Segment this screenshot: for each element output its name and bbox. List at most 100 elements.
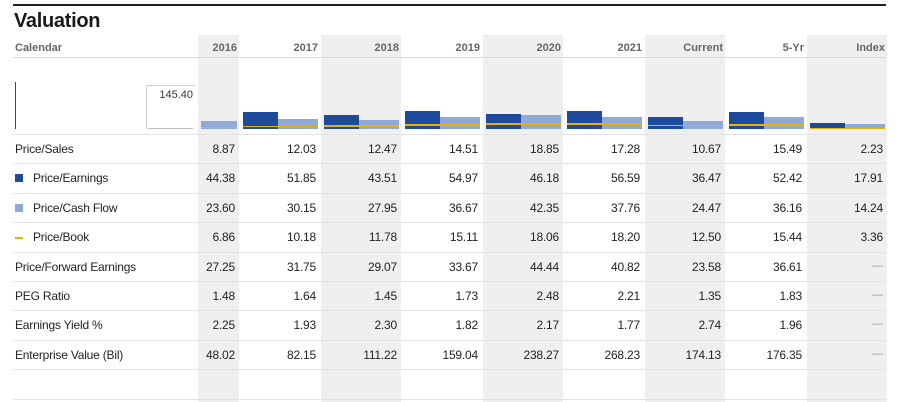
row-divider (13, 251, 886, 253)
column-shade (321, 35, 401, 402)
chart-axis-max: 145.40 (146, 85, 195, 129)
row-divider (13, 310, 886, 312)
table-cell: 17.28 (610, 142, 640, 156)
legend-swatch-pcf (15, 203, 23, 212)
table-cell: 111.22 (363, 347, 397, 362)
line-price-book (486, 123, 561, 125)
bar-price-earnings (405, 111, 440, 129)
table-cell: 6.86 (212, 230, 235, 245)
column-header: 2021 (617, 42, 642, 54)
table-cell: 56.59 (610, 171, 640, 186)
bar-price-cash-flow (845, 124, 885, 129)
column-shade (483, 35, 563, 402)
line-price-book (810, 127, 885, 130)
table-cell: 1.48 (212, 289, 235, 303)
bar-price-cash-flow (201, 121, 237, 129)
table-cell: 15.11 (449, 230, 478, 245)
table-cell: 1.82 (455, 318, 478, 333)
table-cell: 1.64 (293, 289, 316, 303)
row-label: PEG Ratio (15, 289, 70, 303)
table-cell: 44.44 (529, 259, 559, 274)
row-divider (13, 163, 886, 165)
table-cell: 43.51 (367, 171, 397, 186)
bar-price-earnings (243, 112, 278, 129)
table-cell: 24.47 (691, 200, 721, 215)
column-header: 5-Yr (782, 42, 804, 54)
bar-price-cash-flow (764, 117, 804, 129)
legend-swatch-pb (15, 237, 23, 240)
row-label: Price/Earnings (33, 171, 109, 186)
table-cell: 82.15 (286, 347, 316, 362)
column-header: Index (856, 42, 885, 54)
table-cell: 29.07 (367, 259, 397, 274)
table-cell: 174.13 (685, 347, 721, 362)
line-price-book (324, 125, 399, 127)
table-cell: 1.77 (617, 318, 640, 333)
table-cell: 36.47 (691, 171, 721, 186)
table-cell: 15.49 (772, 142, 802, 156)
table-cell: 27.25 (205, 259, 235, 274)
table-cell: 11.78 (368, 230, 397, 245)
row-label: Price/Sales (15, 142, 74, 156)
table-cell: 1.96 (779, 318, 802, 333)
table-cell: 18.06 (529, 230, 559, 245)
table-cell: — (872, 318, 883, 331)
bar-price-cash-flow (359, 119, 399, 129)
bar-price-earnings (324, 114, 359, 129)
table-cell: 238.27 (523, 347, 559, 362)
table-cell: — (872, 347, 883, 360)
table-cell: 36.61 (772, 259, 802, 274)
bar-price-earnings (648, 117, 683, 129)
bar-price-cash-flow (602, 116, 642, 129)
table-cell: 27.95 (367, 200, 397, 215)
table-cell: 12.47 (367, 142, 397, 156)
column-header: 2019 (455, 42, 480, 54)
table-cell: 176.35 (766, 347, 802, 362)
table-cell: 2.30 (374, 318, 397, 333)
table-cell: 159.04 (442, 347, 478, 362)
chart-axis-line (15, 82, 16, 129)
table-cell: 36.67 (448, 200, 478, 215)
column-shade (198, 35, 239, 402)
table-cell: 2.25 (212, 318, 235, 333)
row-divider (13, 281, 886, 282)
column-shade (807, 35, 887, 402)
bar-price-earnings (729, 112, 764, 129)
table-cell: 31.75 (286, 259, 316, 274)
column-header: 2018 (374, 42, 399, 54)
table-cell: 40.82 (610, 259, 640, 274)
table-cell: — (872, 289, 883, 301)
row-divider (13, 192, 886, 194)
column-header: 2017 (293, 42, 318, 54)
table-cell: 2.21 (617, 289, 640, 303)
table-cell: 1.83 (779, 289, 802, 303)
table-cell: 14.24 (853, 200, 883, 215)
table-cell: 36.16 (772, 200, 802, 215)
chart-axis-max-label: 145.40 (159, 89, 193, 101)
table-cell: 268.23 (604, 347, 640, 362)
table-cell: 1.73 (455, 289, 478, 303)
column-header: 2016 (212, 42, 237, 54)
column-header: 2020 (536, 42, 561, 54)
bar-price-cash-flow (521, 115, 561, 129)
line-price-book (201, 126, 237, 129)
table-cell: 12.03 (286, 142, 316, 156)
line-price-book (405, 124, 480, 126)
table-cell: 23.58 (691, 259, 721, 274)
line-price-book (243, 125, 318, 128)
table-cell: 2.17 (536, 318, 559, 333)
bar-price-earnings (486, 114, 521, 129)
table-cell: — (872, 259, 883, 272)
table-cell: 1.35 (698, 289, 721, 303)
table-cell: 37.76 (610, 200, 640, 215)
table-cell: 2.48 (536, 289, 559, 303)
row-divider (13, 134, 886, 135)
table-cell: 12.50 (691, 230, 721, 245)
table-cell: 33.67 (448, 259, 478, 274)
bar-price-cash-flow (440, 117, 480, 129)
row-divider (13, 369, 886, 371)
bar-price-earnings (810, 123, 845, 129)
table-cell: 10.67 (691, 142, 721, 156)
line-price-book (729, 124, 804, 126)
row-divider (13, 222, 886, 224)
